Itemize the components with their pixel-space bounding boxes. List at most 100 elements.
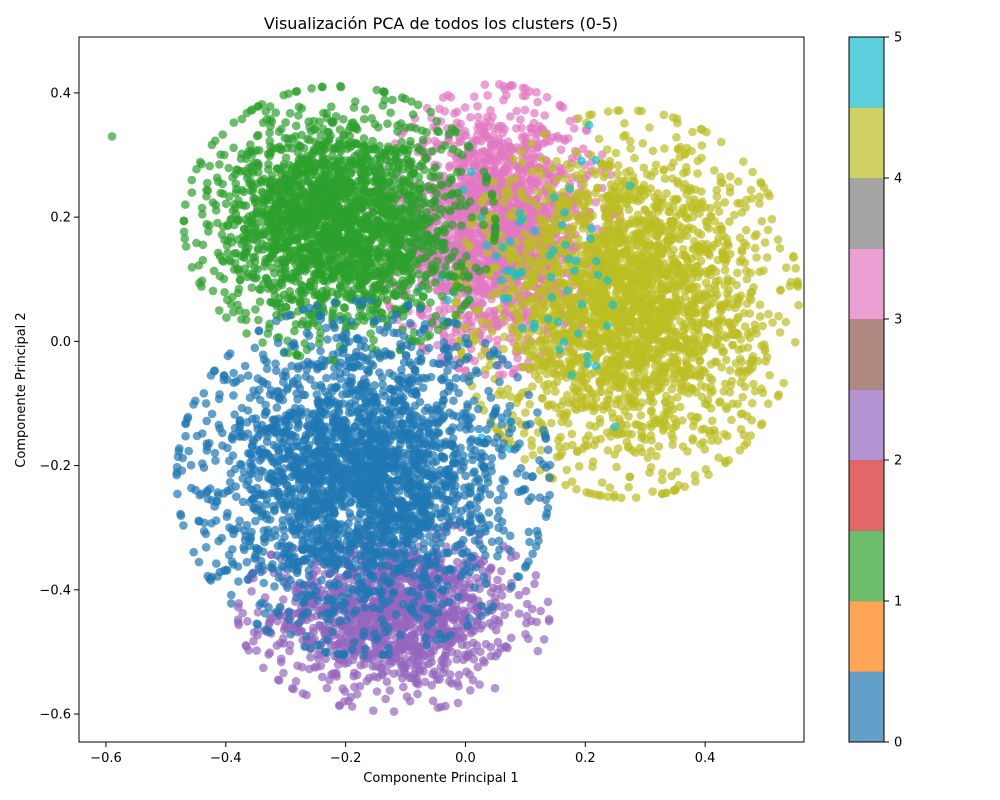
- point-cluster-2: [469, 626, 479, 636]
- point-cluster-3: [466, 112, 475, 122]
- point-cluster-4: [552, 377, 562, 387]
- point-cluster-3: [532, 88, 541, 97]
- point-cluster-3: [530, 108, 539, 118]
- point-cluster-2: [445, 670, 455, 679]
- point-cluster-4: [693, 169, 702, 178]
- point-cluster-4: [733, 268, 742, 278]
- point-cluster-4: [720, 198, 730, 207]
- point-cluster-4: [552, 156, 561, 166]
- point-cluster-2: [485, 566, 494, 575]
- point-cluster-2: [279, 595, 288, 604]
- point-cluster-4: [779, 378, 788, 388]
- point-cluster-4: [511, 308, 521, 318]
- point-cluster-4: [660, 174, 670, 183]
- point-cluster-2: [414, 627, 423, 636]
- point-cluster-4: [667, 430, 676, 439]
- point-cluster-4: [613, 161, 623, 170]
- point-cluster-2: [411, 648, 420, 657]
- point-cluster-3: [433, 340, 442, 350]
- point-cluster-2: [486, 642, 496, 652]
- point-cluster-2: [497, 591, 507, 600]
- point-cluster-2: [514, 590, 524, 600]
- point-cluster-2: [521, 586, 531, 596]
- point-cluster-2: [530, 579, 539, 589]
- point-cluster-3: [480, 146, 489, 156]
- point-cluster-4: [551, 387, 560, 396]
- point-cluster-2: [531, 571, 541, 580]
- point-cluster-3: [435, 104, 444, 114]
- point-cluster-2: [522, 599, 532, 609]
- point-cluster-2: [447, 647, 457, 657]
- point-cluster-3: [499, 95, 508, 105]
- point-cluster-4: [639, 163, 649, 172]
- point-cluster-3: [475, 122, 485, 131]
- point-cluster-2: [472, 641, 482, 650]
- point-cluster-4: [547, 418, 556, 428]
- point-cluster-4: [536, 445, 546, 455]
- point-cluster-2: [371, 648, 381, 657]
- point-cluster-2: [453, 698, 463, 708]
- point-cluster-2: [453, 557, 462, 567]
- point-cluster-3: [473, 101, 482, 111]
- point-cluster-2: [285, 646, 294, 656]
- point-cluster-2: [259, 663, 268, 673]
- point-cluster-2: [475, 680, 484, 689]
- point-cluster-4: [603, 107, 613, 116]
- point-cluster-2: [493, 637, 503, 647]
- point-cluster-3: [578, 144, 588, 153]
- point-cluster-4: [738, 392, 747, 402]
- point-cluster-4: [733, 314, 742, 324]
- point-cluster-2: [462, 652, 472, 662]
- point-cluster-4: [572, 484, 581, 494]
- point-cluster-4: [673, 393, 682, 402]
- point-cluster-3: [591, 197, 600, 207]
- point-cluster-3: [450, 109, 459, 118]
- point-cluster-4: [529, 303, 538, 313]
- point-cluster-2: [503, 643, 512, 653]
- point-cluster-4: [520, 455, 529, 464]
- point-cluster-2: [412, 661, 422, 670]
- point-cluster-2: [397, 660, 406, 670]
- chart-title: Visualización PCA de todos los clusters …: [264, 14, 618, 33]
- point-cluster-2: [362, 614, 372, 623]
- point-cluster-3: [512, 106, 521, 116]
- point-cluster-4: [552, 452, 562, 462]
- point-cluster-2: [490, 593, 500, 602]
- point-cluster-4: [747, 194, 757, 203]
- point-cluster-4: [591, 436, 600, 445]
- point-cluster-2: [410, 640, 419, 650]
- point-cluster-4: [602, 145, 612, 154]
- point-cluster-3: [533, 97, 542, 107]
- point-cluster-2: [409, 670, 418, 679]
- point-cluster-2: [312, 566, 322, 575]
- point-cluster-4: [548, 164, 557, 173]
- point-cluster-4: [645, 123, 654, 132]
- point-cluster-2: [369, 706, 378, 715]
- point-cluster-4: [740, 258, 750, 268]
- point-cluster-2: [439, 658, 448, 668]
- point-cluster-3: [506, 81, 516, 90]
- point-cluster-4: [708, 416, 717, 426]
- point-cluster-4: [521, 281, 530, 290]
- point-cluster-4: [620, 119, 629, 128]
- point-cluster-4: [696, 381, 706, 390]
- point-cluster-4: [705, 373, 715, 383]
- point-cluster-4: [753, 356, 763, 366]
- point-cluster-2: [405, 696, 415, 706]
- point-cluster-2: [418, 597, 428, 607]
- point-cluster-4: [648, 487, 657, 496]
- point-cluster-2: [506, 633, 516, 643]
- point-cluster-2: [441, 701, 450, 711]
- point-cluster-3: [469, 228, 479, 237]
- point-cluster-3: [461, 366, 470, 376]
- point-cluster-2: [506, 553, 516, 562]
- point-cluster-4: [767, 214, 777, 224]
- point-cluster-3: [541, 137, 550, 147]
- point-cluster-2: [389, 707, 399, 716]
- point-cluster-4: [732, 280, 741, 290]
- point-cluster-4: [505, 252, 515, 261]
- point-cluster-2: [343, 626, 352, 635]
- point-cluster-3: [476, 288, 486, 298]
- point-cluster-2: [488, 621, 497, 631]
- point-cluster-2: [468, 593, 478, 602]
